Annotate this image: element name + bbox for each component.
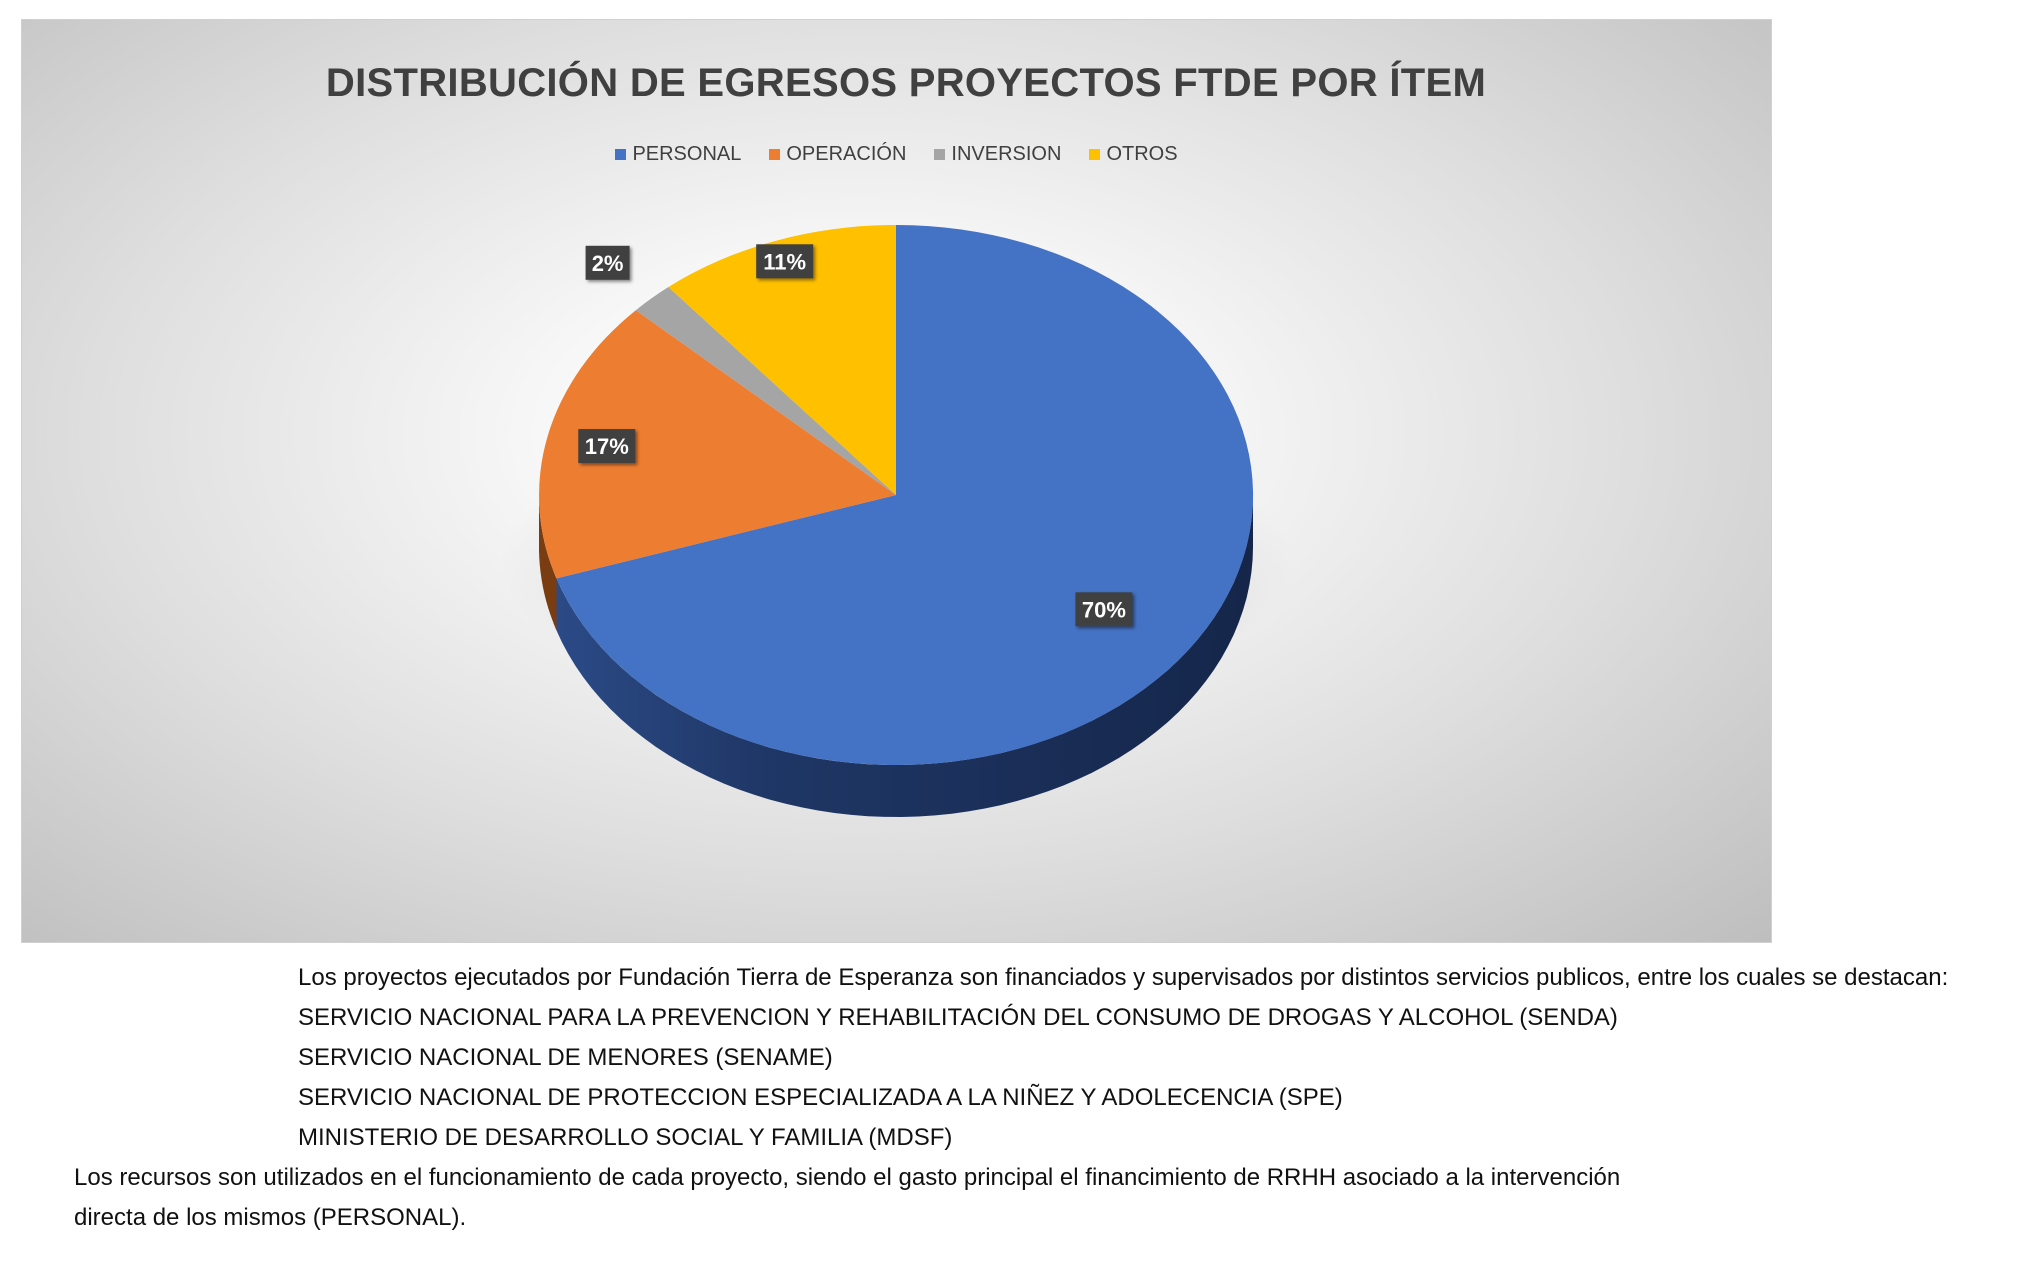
service-item: SERVICIO NACIONAL DE MENORES (SENAME) [298, 1044, 833, 1071]
data-label-box [578, 429, 636, 464]
data-label: 17% [578, 429, 636, 464]
data-label: 70% [1075, 592, 1133, 627]
pie-slice-personal [556, 224, 1254, 766]
legend-label: INVERSION [951, 143, 1062, 165]
pie-slice-otros [668, 225, 896, 495]
closing-text-line1: Los recursos son utilizados en el funcio… [74, 1164, 1621, 1191]
pie-slice-operación [539, 310, 896, 579]
legend-item: OPERACIÓN [769, 143, 906, 166]
legend-swatch [1089, 149, 1101, 160]
legend-label: OPERACIÓN [786, 143, 907, 165]
legend-item: PERSONAL [615, 143, 741, 166]
legend-swatch [615, 149, 627, 160]
data-label-box [756, 244, 814, 279]
service-item: SERVICIO NACIONAL DE PROTECCION ESPECIAL… [298, 1084, 1343, 1111]
data-label-text: 70% [1082, 597, 1126, 622]
data-label-box [1075, 592, 1133, 627]
data-label: 2% [585, 245, 630, 280]
legend-item: OTROS [1089, 143, 1178, 166]
service-item: SERVICIO NACIONAL PARA LA PREVENCION Y R… [298, 1004, 1618, 1031]
legend-swatch [934, 149, 946, 160]
data-label-box [585, 245, 630, 280]
chart-title: DISTRIBUCIÓN DE EGRESOS PROYECTOS FTDE P… [325, 61, 1487, 105]
pie-side-operación [539, 495, 557, 631]
pie-side-personal [556, 495, 1253, 817]
data-label-text: 11% [763, 249, 806, 274]
legend-item: INVERSION [934, 143, 1061, 166]
legend-label: OTROS [1106, 143, 1178, 165]
chart-legend: PERSONAL OPERACIÓN INVERSION OTROS [21, 143, 1772, 166]
pie-chart: 70% 17% 2% 11% [499, 224, 1293, 817]
chart-panel: DISTRIBUCIÓN DE EGRESOS PROYECTOS FTDE P… [21, 19, 1772, 943]
data-label-text: 17% [585, 434, 629, 459]
intro-text: Los proyectos ejecutados por Fundación T… [298, 964, 1949, 991]
legend-swatch [769, 149, 781, 160]
legend-label: PERSONAL [632, 143, 742, 165]
closing-text-line2: directa de los mismos (PERSONAL). [74, 1204, 467, 1231]
service-item: MINISTERIO DE DESARROLLO SOCIAL Y FAMILI… [298, 1124, 953, 1151]
data-label-text: 2% [592, 251, 624, 276]
pie-slice-inversion [635, 287, 896, 495]
data-label: 11% [756, 244, 814, 279]
